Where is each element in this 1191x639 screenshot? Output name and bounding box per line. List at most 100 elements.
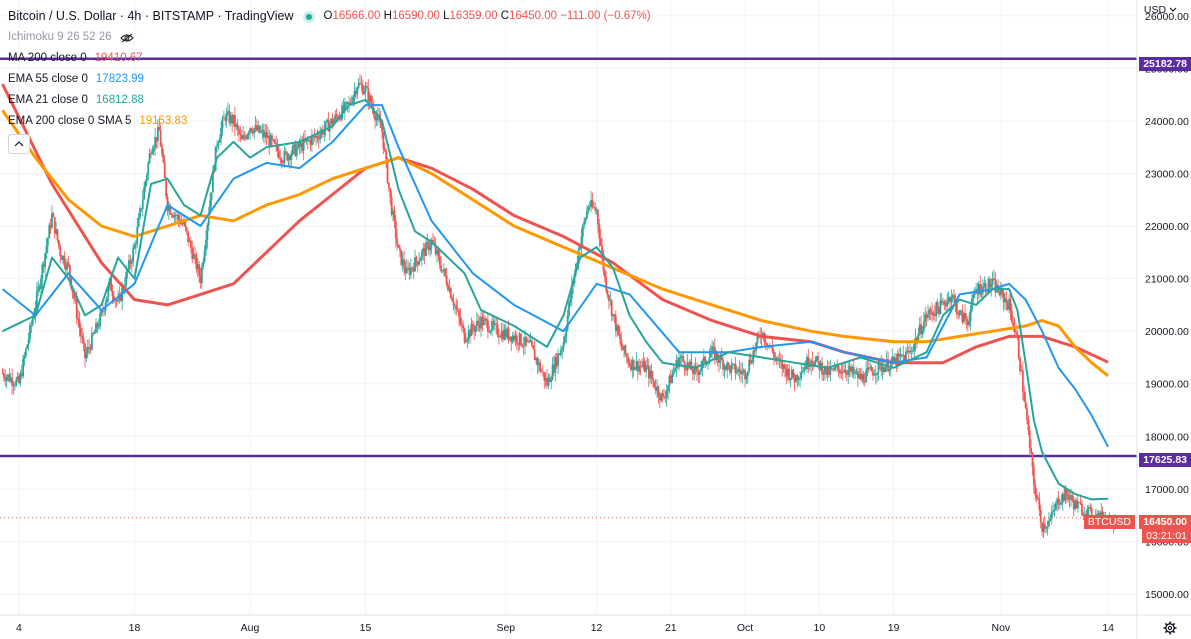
- candle-body: [935, 302, 938, 317]
- candle-body: [1060, 502, 1063, 505]
- ohlc-values: O16566.00 H16590.00 L16359.00 C16450.00 …: [324, 6, 651, 27]
- candle-body: [310, 136, 313, 146]
- eye-hidden-icon[interactable]: [119, 33, 134, 43]
- indicator-ema55[interactable]: EMA 55 close 0 17823.99: [8, 69, 651, 90]
- candle-body: [1002, 292, 1005, 303]
- candle-body: [403, 259, 405, 269]
- indicator-label: EMA 55 close 0: [8, 73, 88, 85]
- candle-body: [797, 378, 800, 381]
- indicator-ma200[interactable]: MA 200 close 0 19410.67: [8, 48, 651, 69]
- candle-body: [731, 363, 734, 365]
- candle-body: [510, 336, 513, 342]
- candle-body: [31, 318, 34, 325]
- candle-body: [89, 347, 92, 350]
- candle-body: [669, 375, 672, 384]
- indicator-ema21[interactable]: EMA 21 close 0 16812.88: [8, 90, 651, 111]
- candle-body: [852, 367, 855, 374]
- candle-body: [26, 344, 29, 349]
- candle-body: [53, 217, 56, 234]
- candle-body: [1090, 507, 1093, 519]
- indicator-value: 19153.83: [139, 115, 188, 127]
- candle-body: [676, 359, 679, 368]
- candle-body: [658, 396, 661, 401]
- candle-body: [793, 377, 796, 383]
- candle-body: [804, 367, 807, 369]
- candle-body: [606, 290, 609, 296]
- candle-body: [27, 338, 30, 345]
- candle-body: [577, 249, 580, 263]
- candle-body: [210, 192, 213, 201]
- candle-body: [866, 367, 869, 371]
- candle-body: [217, 142, 220, 146]
- candle-body: [498, 335, 500, 337]
- price-tick-label: 21000.00: [1145, 274, 1189, 286]
- candle-body: [456, 308, 459, 311]
- candle-body: [63, 255, 66, 266]
- candle-body: [265, 132, 268, 139]
- candle-body: [955, 302, 958, 315]
- candle-body: [815, 356, 818, 360]
- gear-icon[interactable]: [1163, 621, 1177, 635]
- candle-body: [1027, 419, 1030, 431]
- candle-body: [392, 210, 394, 215]
- candle-body: [814, 359, 817, 366]
- candle-body: [56, 229, 59, 241]
- candle-body: [66, 262, 69, 270]
- candle-body: [972, 294, 975, 299]
- candle-body: [764, 341, 767, 344]
- candle-body: [513, 335, 515, 340]
- candle-body: [547, 377, 550, 386]
- candle-body: [1019, 357, 1022, 372]
- candle-body: [504, 329, 507, 338]
- candle-body: [185, 227, 188, 232]
- candle-body: [594, 207, 597, 211]
- candle-body: [440, 264, 443, 272]
- candle-body: [134, 243, 137, 246]
- candle-body: [117, 299, 119, 302]
- candle-body: [580, 236, 583, 247]
- candle-body: [408, 268, 411, 275]
- candle-body: [638, 366, 641, 372]
- candle-body: [74, 298, 77, 300]
- candle-body: [405, 267, 408, 274]
- candle-body: [1063, 493, 1066, 501]
- candle-body: [458, 310, 460, 317]
- candle-body: [988, 279, 991, 288]
- candle-body: [1087, 507, 1090, 509]
- candle-body: [922, 321, 925, 331]
- candle-body: [889, 361, 892, 370]
- candle-body: [781, 361, 784, 370]
- indicator-ichimoku[interactable]: Ichimoku 9 26 52 26: [8, 27, 651, 48]
- last-price-tag: 16450.00: [1139, 515, 1191, 529]
- candle-body: [317, 138, 320, 140]
- candle-body: [20, 373, 23, 377]
- candle-body: [198, 264, 201, 276]
- candle-body: [206, 225, 209, 240]
- candle-body: [251, 131, 254, 134]
- candle-body: [564, 336, 566, 343]
- candle-body: [753, 350, 756, 352]
- candle-body: [584, 218, 587, 222]
- candle-body: [583, 221, 586, 226]
- currency-select[interactable]: USD: [1144, 4, 1177, 16]
- candle-body: [232, 114, 235, 124]
- candle-body: [737, 368, 740, 373]
- candle-body: [244, 137, 247, 139]
- candle-body: [718, 359, 720, 363]
- time-tick-label: Oct: [737, 622, 753, 634]
- candle-body: [8, 374, 11, 382]
- candle-body: [800, 372, 803, 378]
- candle-body: [496, 324, 499, 336]
- time-tick-label: Aug: [241, 622, 260, 634]
- candle-body: [623, 345, 625, 351]
- candle-body: [515, 335, 518, 344]
- collapse-legend-button[interactable]: [8, 134, 30, 154]
- candle-body: [64, 265, 67, 270]
- candle-body: [295, 147, 298, 156]
- indicator-ema200[interactable]: EMA 200 close 0 SMA 5 19153.83: [8, 111, 651, 132]
- candle-body: [823, 365, 826, 374]
- candle-body: [365, 86, 368, 88]
- candle-body: [273, 139, 276, 144]
- candle-body: [740, 371, 742, 374]
